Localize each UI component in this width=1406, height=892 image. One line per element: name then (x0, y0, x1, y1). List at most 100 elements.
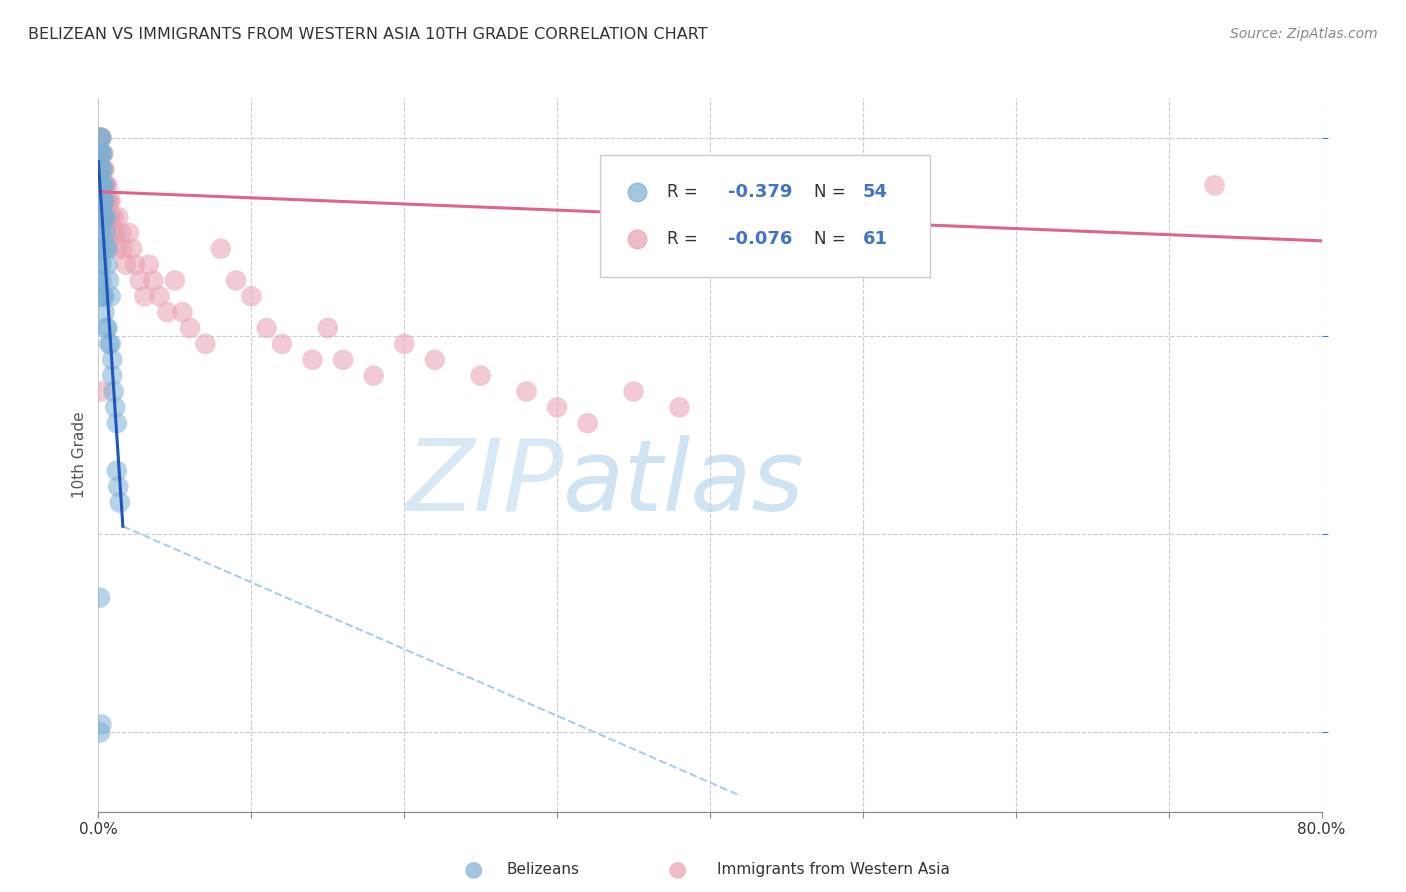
Point (142, 273, 165, 287)
Point (89, 725, 111, 739)
Point (100, 210, 122, 224)
Point (89, 226, 111, 240)
Point (240, 289, 263, 303)
Point (93, 162, 115, 177)
Y-axis label: 10th Grade: 10th Grade (72, 411, 87, 499)
Point (93, 178, 115, 193)
Point (97, 258, 120, 272)
Point (89, 162, 111, 177)
Point (100, 194, 122, 209)
Point (423, 352, 446, 367)
Point (90, 146, 112, 161)
Point (134, 289, 156, 303)
Point (97, 178, 120, 193)
Point (90, 717, 112, 731)
Point (128, 273, 150, 287)
Text: Immigrants from Western Asia: Immigrants from Western Asia (717, 863, 950, 877)
Text: ●: ● (464, 860, 484, 880)
Point (93, 194, 115, 209)
Point (90, 178, 112, 193)
Point (91, 146, 114, 161)
Point (93, 305, 115, 319)
Point (270, 337, 292, 351)
Point (110, 226, 132, 240)
Point (89, 194, 111, 209)
Point (90, 130, 112, 145)
Point (89, 273, 111, 287)
Text: R =: R = (668, 184, 703, 202)
Point (90, 162, 112, 177)
Point (90, 384, 112, 399)
Text: ●: ● (668, 860, 688, 880)
Point (209, 242, 232, 256)
Text: Source: ZipAtlas.com: Source: ZipAtlas.com (1230, 27, 1378, 41)
Point (91, 194, 114, 209)
Point (104, 226, 127, 240)
Text: 54: 54 (863, 184, 889, 202)
Point (332, 352, 354, 367)
Point (90, 289, 112, 303)
Point (98, 337, 121, 351)
Text: BELIZEAN VS IMMIGRANTS FROM WESTERN ASIA 10TH GRADE CORRELATION CHART: BELIZEAN VS IMMIGRANTS FROM WESTERN ASIA… (28, 27, 707, 42)
Point (97, 321, 120, 335)
Point (91, 162, 114, 177)
Point (172, 305, 194, 319)
Point (91, 178, 114, 193)
Point (89, 242, 111, 256)
Point (316, 321, 339, 335)
Point (103, 384, 125, 399)
Point (90, 258, 112, 272)
Point (90, 210, 112, 224)
Point (91, 289, 114, 303)
Point (759, 340, 782, 354)
Point (89, 258, 111, 272)
Point (179, 321, 201, 335)
Point (94, 321, 117, 335)
Text: atlas: atlas (564, 435, 804, 532)
Point (225, 273, 247, 287)
Point (516, 384, 538, 399)
Point (101, 226, 124, 240)
Point (107, 480, 129, 494)
Point (90, 162, 112, 177)
Point (89, 130, 111, 145)
Text: -0.076: -0.076 (728, 230, 793, 248)
Point (98, 194, 121, 209)
Text: N =: N = (814, 230, 851, 248)
Point (93, 194, 115, 209)
Point (392, 337, 416, 351)
Point (363, 368, 385, 383)
Point (101, 368, 124, 383)
Text: 61: 61 (863, 230, 889, 248)
Point (546, 401, 568, 415)
Point (576, 416, 599, 430)
Point (118, 226, 141, 240)
Point (108, 495, 131, 509)
Point (90, 194, 112, 209)
Point (104, 401, 127, 415)
Point (668, 401, 690, 415)
Point (90, 130, 112, 145)
Point (94, 226, 117, 240)
Point (89, 130, 111, 145)
Text: -0.379: -0.379 (728, 184, 793, 202)
Point (97, 242, 120, 256)
Point (163, 273, 186, 287)
Point (111, 242, 134, 256)
Point (623, 384, 645, 399)
Point (156, 305, 179, 319)
Point (91, 178, 114, 193)
Point (90, 178, 112, 193)
Point (90, 146, 112, 161)
Point (89, 146, 111, 161)
Point (101, 352, 124, 367)
Point (301, 352, 323, 367)
Point (194, 337, 217, 351)
Point (97, 194, 120, 209)
Point (98, 210, 121, 224)
Point (91, 146, 114, 161)
Point (103, 210, 125, 224)
Point (100, 337, 122, 351)
Point (90, 242, 112, 256)
Point (89, 146, 111, 161)
